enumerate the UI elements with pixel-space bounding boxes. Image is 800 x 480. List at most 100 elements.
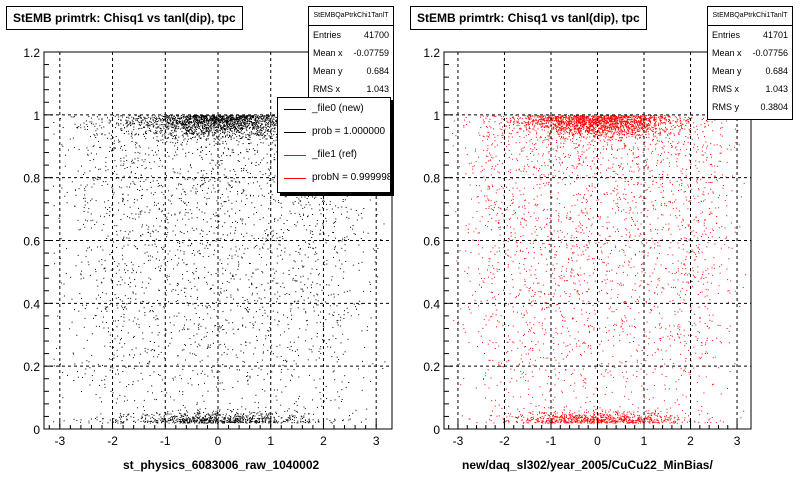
- scatter-point: [111, 149, 113, 151]
- scatter-point: [248, 124, 250, 126]
- scatter-point: [246, 416, 248, 418]
- scatter-point: [294, 261, 296, 263]
- scatter-point: [148, 116, 150, 118]
- scatter-point: [126, 399, 128, 401]
- scatter-point: [210, 218, 212, 220]
- scatter-point: [271, 236, 273, 238]
- scatter-point: [331, 422, 333, 424]
- scatter-point: [267, 413, 269, 415]
- scatter-point: [183, 287, 185, 289]
- scatter-point: [215, 411, 217, 413]
- scatter-point: [191, 138, 192, 140]
- scatter-point: [148, 277, 150, 279]
- scatter-point: [260, 116, 262, 118]
- scatter-point: [147, 122, 149, 124]
- scatter-point: [248, 135, 250, 137]
- scatter-point: [111, 116, 113, 118]
- scatter-point: [281, 258, 283, 260]
- scatter-point: [242, 133, 244, 135]
- scatter-point: [268, 126, 270, 128]
- scatter-point: [202, 127, 203, 129]
- scatter-point: [150, 278, 152, 280]
- scatter-point: [213, 127, 215, 129]
- scatter-point: [86, 339, 88, 341]
- scatter-point: [147, 362, 149, 364]
- scatter-point: [202, 132, 204, 133]
- scatter-point: [212, 115, 214, 117]
- scatter-point: [142, 119, 144, 121]
- scatter-point: [200, 147, 202, 149]
- scatter-point: [295, 250, 297, 252]
- scatter-point: [208, 244, 210, 246]
- scatter-point: [124, 230, 126, 232]
- scatter-point: [242, 119, 244, 121]
- scatter-point: [95, 315, 97, 317]
- scatter-point: [90, 227, 92, 229]
- scatter-point: [123, 124, 125, 126]
- scatter-point: [245, 116, 247, 118]
- scatter-point: [145, 130, 147, 132]
- scatter-point: [195, 126, 197, 127]
- scatter-point: [190, 190, 192, 192]
- scatter-point: [231, 255, 233, 257]
- scatter-point: [185, 295, 187, 297]
- scatter-point: [161, 418, 163, 420]
- scatter-point: [276, 134, 278, 135]
- scatter-point: [201, 229, 203, 231]
- scatter-point: [231, 131, 233, 132]
- scatter-point: [267, 130, 269, 132]
- scatter-point: [112, 137, 114, 139]
- scatter-point: [198, 253, 200, 255]
- scatter-point: [312, 419, 314, 421]
- scatter-point: [204, 266, 206, 268]
- scatter-point: [235, 250, 237, 252]
- scatter-point: [318, 421, 320, 423]
- scatter-point: [216, 215, 218, 217]
- scatter-point: [237, 118, 239, 120]
- scatter-point: [235, 126, 237, 128]
- scatter-point: [235, 420, 237, 422]
- scatter-point: [166, 412, 168, 414]
- scatter-point: [168, 199, 170, 201]
- scatter-point: [202, 395, 204, 397]
- scatter-point: [225, 269, 226, 271]
- scatter-point: [326, 284, 328, 286]
- scatter-point: [242, 143, 244, 145]
- scatter-point: [221, 122, 223, 124]
- scatter-point: [325, 301, 327, 303]
- scatter-point: [143, 399, 145, 401]
- scatter-point: [230, 125, 232, 127]
- scatter-point: [347, 312, 349, 314]
- scatter-point: [184, 202, 186, 204]
- scatter-point: [256, 132, 258, 134]
- scatter-point: [230, 123, 232, 125]
- scatter-point: [167, 253, 169, 255]
- scatter-point: [191, 133, 193, 134]
- scatter-point: [189, 132, 190, 134]
- scatter-point: [134, 218, 136, 220]
- scatter-point: [221, 127, 223, 128]
- scatter-point: [211, 131, 213, 133]
- scatter-point: [198, 414, 200, 416]
- scatter-point: [295, 225, 297, 227]
- scatter-point: [323, 400, 325, 402]
- scatter-point: [308, 201, 310, 203]
- scatter-point: [266, 239, 268, 241]
- scatter-point: [238, 419, 240, 421]
- scatter-point: [198, 384, 199, 386]
- scatter-point: [125, 366, 127, 368]
- scatter-point: [162, 248, 163, 250]
- scatter-point: [96, 133, 98, 135]
- scatter-point: [110, 269, 112, 271]
- scatter-point: [189, 119, 191, 121]
- scatter-point: [236, 128, 238, 130]
- scatter-point: [301, 265, 303, 267]
- scatter-point: [299, 201, 301, 203]
- scatter-point: [208, 197, 210, 199]
- scatter-point: [273, 140, 275, 142]
- scatter-point: [274, 127, 276, 129]
- scatter-point: [361, 330, 363, 332]
- scatter-point: [253, 119, 255, 121]
- scatter-point: [108, 214, 110, 216]
- scatter-point: [195, 270, 197, 272]
